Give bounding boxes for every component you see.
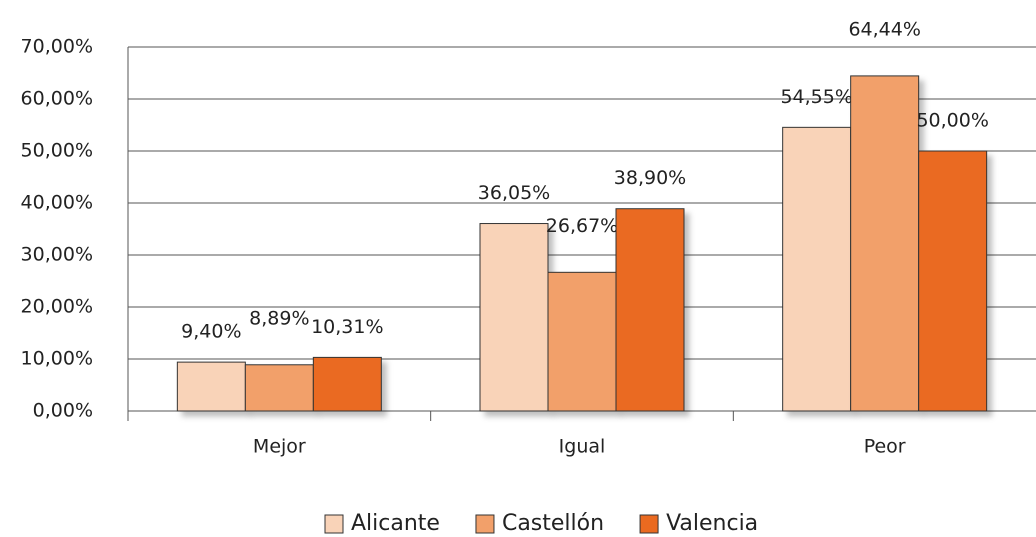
value-label: 38,90% bbox=[614, 167, 686, 189]
value-label: 9,40% bbox=[181, 321, 241, 343]
bar bbox=[176, 361, 246, 412]
value-label: 50,00% bbox=[916, 110, 988, 132]
legend-swatch bbox=[324, 514, 344, 534]
x-tick-label: Peor bbox=[864, 436, 906, 458]
value-label: 10,31% bbox=[311, 316, 383, 338]
x-tick-label: Mejor bbox=[253, 436, 306, 458]
y-tick-label: 30,00% bbox=[21, 244, 93, 266]
bar bbox=[312, 356, 382, 412]
bar bbox=[615, 208, 685, 412]
legend-label: Alicante bbox=[351, 511, 440, 536]
legend-label: Castellón bbox=[502, 511, 604, 536]
legend-swatch bbox=[475, 514, 495, 534]
x-tick-label: Igual bbox=[559, 436, 606, 458]
y-tick-label: 60,00% bbox=[21, 88, 93, 110]
bar bbox=[547, 271, 617, 412]
y-tick-label: 10,00% bbox=[21, 348, 93, 370]
bar bbox=[782, 126, 852, 412]
bar bbox=[918, 150, 988, 412]
value-label: 54,55% bbox=[780, 86, 852, 108]
value-label: 8,89% bbox=[249, 307, 309, 329]
legend-label: Valencia bbox=[666, 511, 758, 536]
value-label: 26,67% bbox=[546, 215, 618, 237]
bar bbox=[479, 223, 549, 412]
bar bbox=[244, 364, 314, 412]
y-tick-label: 0,00% bbox=[33, 400, 93, 422]
bar bbox=[850, 75, 920, 412]
legend-swatch bbox=[639, 514, 659, 534]
y-tick-label: 40,00% bbox=[21, 192, 93, 214]
y-tick-label: 20,00% bbox=[21, 296, 93, 318]
y-tick-label: 70,00% bbox=[21, 36, 93, 58]
value-label: 36,05% bbox=[478, 182, 550, 204]
y-tick-label: 50,00% bbox=[21, 140, 93, 162]
value-label: 64,44% bbox=[848, 18, 920, 40]
